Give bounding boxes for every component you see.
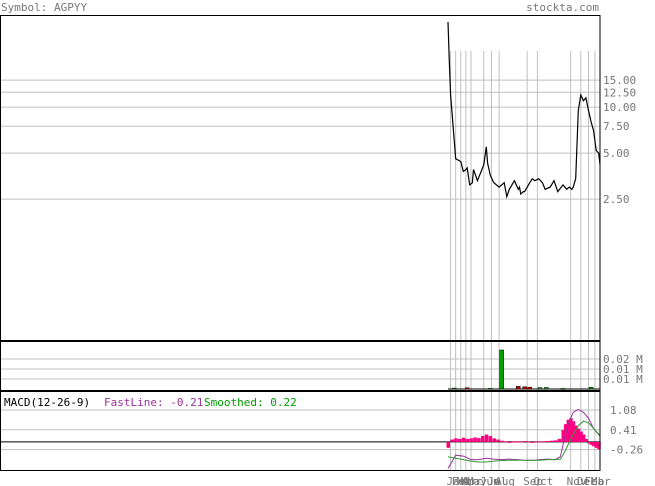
volume-bar	[537, 387, 543, 390]
month-label: Feb	[585, 475, 605, 486]
macd-smoothed-line	[447, 420, 601, 463]
panel-frames	[0, 15, 601, 471]
volume-frame	[0, 341, 601, 391]
price-tick-label: 15.00	[603, 74, 636, 87]
macd-histogram-bar	[553, 440, 558, 442]
macd-histogram-bar	[571, 421, 576, 442]
macd-histogram-bar	[546, 441, 550, 443]
macd-histogram-bar	[561, 430, 565, 442]
macd-histogram-bar	[503, 441, 508, 443]
macd-title: MACD(12-26-9)	[4, 396, 90, 409]
macd-histogram-bar	[500, 440, 504, 442]
volume-bar	[499, 349, 504, 390]
macd-histogram-bar	[450, 439, 454, 442]
macd-histogram-bar	[492, 438, 496, 442]
macd-smooth-label: Smoothed: 0.22	[204, 396, 297, 409]
macd-histogram-bar	[579, 431, 583, 442]
price-tick-label: 7.50	[603, 120, 630, 133]
price-frame	[0, 15, 601, 341]
macd-histogram-bar	[519, 441, 523, 443]
month-label: Jan	[447, 475, 467, 486]
volume-tick-label: 0.01 M	[603, 373, 643, 386]
volume-bar	[544, 387, 549, 390]
macd-fast-label: FastLine: -0.21	[104, 396, 203, 409]
macd-histogram-bar	[469, 438, 473, 442]
volume-bar	[522, 386, 527, 390]
month-label: Nov	[567, 475, 587, 486]
month-label: Mar	[591, 475, 611, 486]
month-label: Oct	[533, 475, 553, 486]
price-tick-label: 10.00	[603, 101, 636, 114]
volume-tick-label: 0.02 M	[603, 353, 643, 366]
price-tick-label: 12.50	[603, 86, 636, 99]
month-label: Dec	[577, 475, 597, 486]
macd-histogram-bar	[587, 441, 591, 444]
macd-frame	[0, 391, 601, 471]
macd-histogram-bar	[511, 441, 516, 443]
macd-histogram-bar	[592, 441, 596, 447]
month-label: Feb	[452, 475, 472, 486]
macd-histogram-bar	[477, 438, 481, 442]
volume-bar	[516, 386, 521, 390]
macd-histogram-bar	[574, 425, 578, 442]
macd-histogram-bar	[538, 441, 542, 443]
month-label: May	[467, 475, 487, 486]
macd-histogram-bar	[581, 434, 586, 442]
macd-histogram-bar	[461, 437, 466, 442]
macd-histogram-bar	[584, 438, 588, 442]
volume-panel: 0.02 M0.01 M0.01 M	[448, 349, 643, 390]
macd-histogram-bar	[457, 438, 462, 442]
macd-histogram-bar	[446, 441, 450, 448]
macd-tick-label: 0.41	[610, 424, 637, 437]
volume-bar	[527, 386, 532, 390]
macd-histogram-bar	[465, 438, 470, 442]
site-label: stockta.com	[526, 1, 599, 14]
macd-histogram-bar	[484, 434, 489, 442]
macd-histogram-bar	[480, 435, 485, 442]
volume-bar	[560, 388, 566, 390]
volume-bar	[588, 386, 594, 390]
macd-tick-label: -0.26	[610, 444, 643, 457]
macd-histogram-bar	[597, 441, 601, 450]
symbol-label: Symbol: AGPYY	[1, 1, 87, 14]
macd-histogram-bar	[507, 441, 512, 443]
volume-tick-label: 0.01 M	[603, 363, 643, 376]
volume-bar	[487, 388, 493, 390]
macd-histogram-bar	[549, 440, 554, 442]
macd-histogram-bar	[454, 438, 458, 442]
month-label: Apr	[462, 475, 482, 486]
macd-histogram-bar	[534, 441, 539, 443]
volume-bar	[452, 387, 457, 390]
macd-histogram-bar	[473, 437, 477, 442]
price-line	[447, 21, 601, 199]
macd-histogram-bar	[557, 438, 562, 442]
month-label: Jun	[480, 475, 500, 486]
month-label: Jul	[487, 475, 507, 486]
price-tick-label: 2.50	[603, 193, 630, 206]
macd-histogram-bar	[542, 441, 546, 443]
macd-histogram-bar	[523, 441, 527, 443]
macd-histogram-bar	[526, 441, 531, 443]
volume-bar	[464, 387, 470, 390]
month-label: Mar	[457, 475, 477, 486]
macd-histogram-bar	[576, 428, 581, 442]
month-label: Sep	[523, 475, 543, 486]
macd-histogram-bar	[589, 441, 594, 445]
macd-histogram-bar	[566, 419, 571, 442]
macd-panel: MACD(12-26-9) FastLine: -0.21 Smoothed: …	[0, 396, 643, 469]
macd-histogram-bar	[594, 441, 599, 448]
price-tick-label: 5.00	[603, 147, 630, 160]
macd-histogram-bar	[530, 441, 535, 443]
macd-tick-label: 1.08	[610, 404, 637, 417]
macd-histogram-bar	[496, 439, 500, 442]
month-label: Aug	[495, 475, 515, 486]
macd-histogram-bar	[488, 435, 493, 442]
macd-histogram-bar	[569, 418, 573, 442]
macd-histogram-bar	[515, 441, 519, 443]
